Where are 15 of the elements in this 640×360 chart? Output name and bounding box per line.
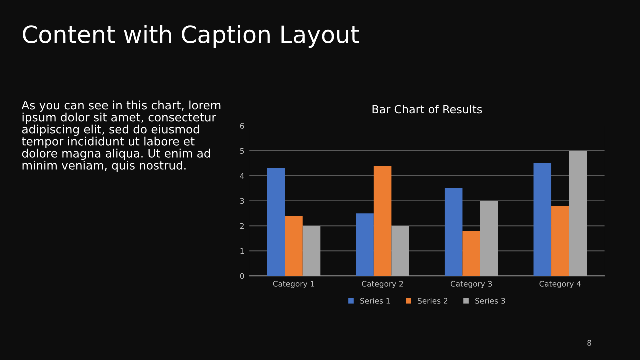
bar bbox=[480, 201, 498, 276]
bar bbox=[267, 168, 286, 276]
bar bbox=[302, 226, 321, 276]
bar bbox=[569, 151, 588, 276]
bar bbox=[374, 166, 392, 276]
bar bbox=[444, 188, 463, 276]
text: Content with Caption Layout bbox=[23, 25, 360, 48]
bar bbox=[534, 164, 552, 276]
bar bbox=[462, 231, 480, 276]
chart-title: Bar Chart of Results bbox=[372, 105, 482, 114]
bar bbox=[552, 206, 570, 276]
bar bbox=[392, 226, 410, 276]
bar bbox=[285, 216, 303, 276]
bar bbox=[356, 214, 374, 276]
text: As you can see in this chart, lorem ipsum dolor sit amet, consectetur adipiscing elit, sed do eiusmod tempor incididunt ut labore et dolore magna aliqua. Ut enim ad minim veniam, quis nostrud. bbox=[22, 100, 221, 172]
